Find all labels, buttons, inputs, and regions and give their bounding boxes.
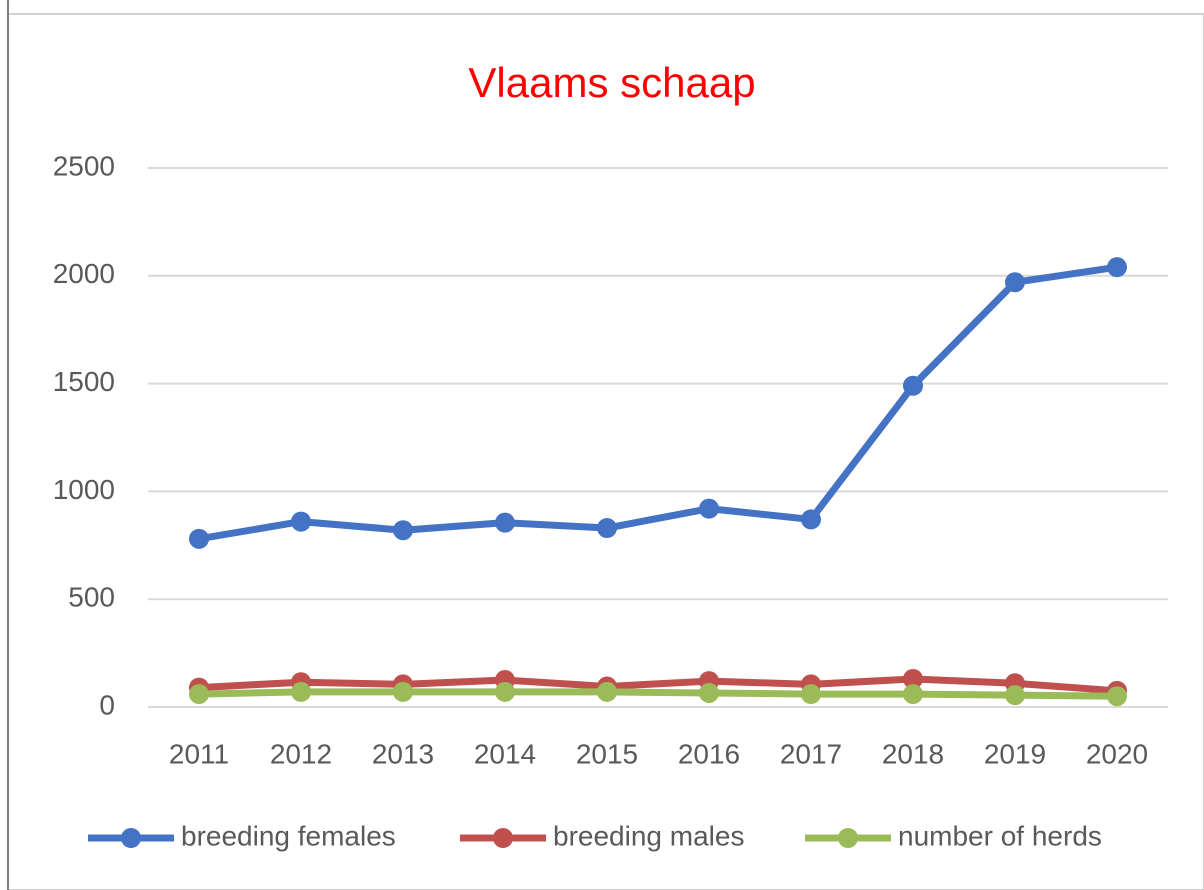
y-tick-label: 500 [68,582,115,613]
point [699,682,719,703]
x-tick-label: 2020 [1086,738,1148,769]
point [189,684,209,705]
legend-marker [121,828,141,848]
point [291,681,311,702]
series-line [198,675,1118,695]
point [903,668,923,689]
legend-label: number of herds [898,820,1102,851]
point [903,684,923,705]
series-line [198,263,1118,543]
point [291,511,311,532]
chart-frame [7,13,1204,890]
point [1005,685,1025,706]
point [189,528,209,549]
legend-label: breeding females [181,820,396,851]
y-tick-label: 1500 [53,366,115,397]
x-tick-label: 2018 [882,738,944,769]
point [1107,686,1127,707]
x-tick-label: 2016 [678,738,740,769]
chart-title: Vlaams schaap [468,59,755,106]
series-line [198,688,1118,700]
x-tick-label: 2013 [372,738,434,769]
y-tick-label: 2500 [53,150,115,181]
x-tick-label: 2014 [474,738,536,769]
point [903,375,923,396]
point [1005,272,1025,293]
point [495,681,515,702]
point [801,509,821,530]
point [597,681,617,702]
point [393,520,413,541]
y-tick-label: 0 [99,689,115,720]
legend-marker [493,828,513,848]
y-tick-label: 2000 [53,258,115,289]
point [801,684,821,705]
point [699,498,719,519]
x-tick-label: 2012 [270,738,332,769]
x-tick-label: 2015 [576,738,638,769]
point [1107,257,1127,278]
point [597,518,617,539]
x-tick-label: 2017 [780,738,842,769]
point [393,681,413,702]
y-tick-label: 1000 [53,474,115,505]
x-tick-label: 2019 [984,738,1046,769]
point [495,512,515,533]
legend-label: breeding males [553,820,744,851]
legend-marker [838,828,858,848]
x-tick-label: 2011 [169,738,229,769]
